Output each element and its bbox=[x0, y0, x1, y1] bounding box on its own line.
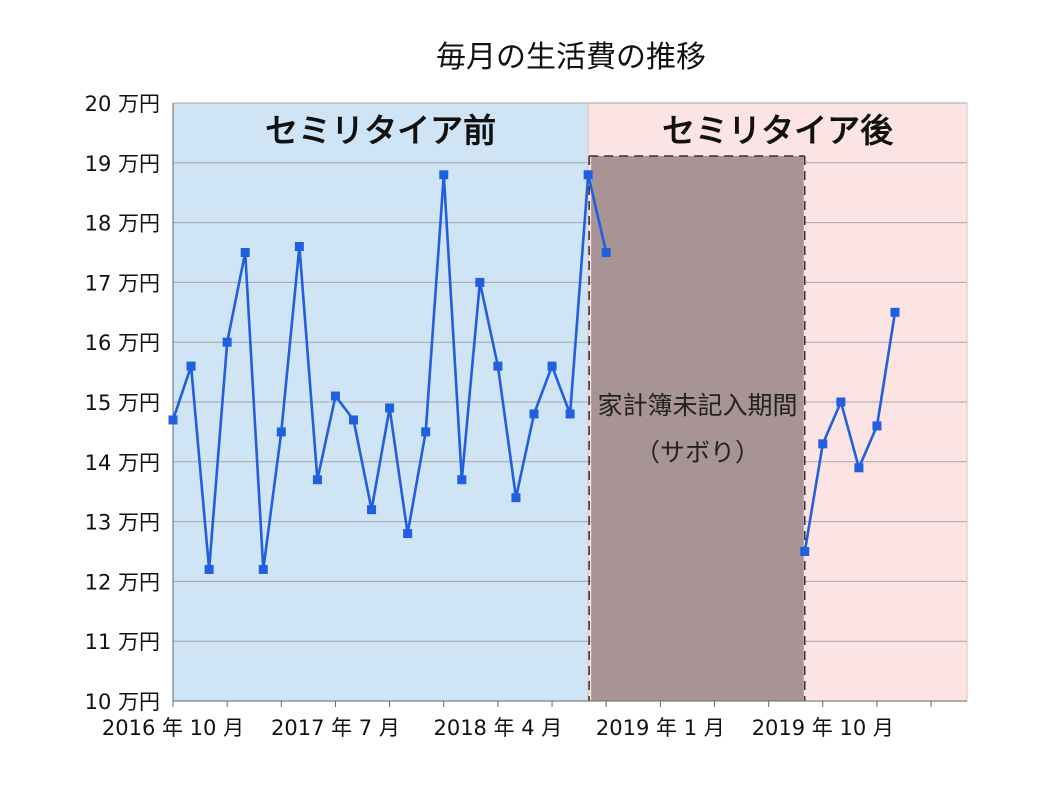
data-point bbox=[457, 475, 467, 485]
data-point bbox=[583, 170, 593, 180]
after-region-label: セミリタイア後 bbox=[662, 111, 894, 150]
data-point bbox=[349, 415, 358, 425]
data-point bbox=[204, 564, 214, 574]
data-point bbox=[493, 361, 503, 371]
gap-label-sub: （サボり） bbox=[635, 438, 760, 467]
y-tick-label: 16 万円 bbox=[85, 331, 160, 355]
data-point bbox=[872, 421, 882, 431]
tick-labels: 10 万円 11 万円 12 万円 13 万円 14 万円 15 万円 16 万円 17 万円… bbox=[85, 92, 894, 740]
data-series bbox=[168, 170, 900, 574]
x-tick-label: 2017 年 7 月 bbox=[271, 716, 400, 740]
data-point bbox=[475, 277, 485, 287]
series-line-segment-1 bbox=[803, 312, 897, 552]
y-tick-label: 19 万円 bbox=[85, 152, 160, 176]
y-tick-label: 20 万円 bbox=[85, 92, 160, 116]
y-tick-label: 12 万円 bbox=[85, 570, 160, 594]
x-tick-label: 2019 年 1 月 bbox=[596, 716, 725, 740]
data-point bbox=[294, 242, 304, 252]
data-point bbox=[222, 337, 232, 347]
y-tick-label: 17 万円 bbox=[85, 271, 160, 295]
data-point bbox=[276, 427, 286, 437]
y-tick-label: 18 万円 bbox=[85, 212, 160, 236]
data-point bbox=[186, 361, 196, 371]
data-point bbox=[385, 403, 395, 413]
data-point bbox=[240, 248, 250, 257]
y-tick-label: 11 万円 bbox=[85, 630, 160, 654]
before-region-label: セミリタイア前 bbox=[265, 111, 496, 150]
data-point bbox=[421, 427, 431, 437]
gap-label-main: 家計簿未記入期間 bbox=[597, 391, 797, 420]
data-point bbox=[403, 529, 413, 539]
data-point bbox=[529, 409, 539, 419]
data-point bbox=[330, 391, 340, 401]
x-tick-label: 2018 年 4 月 bbox=[433, 716, 562, 740]
y-tick-label: 14 万円 bbox=[85, 451, 160, 475]
y-tick-label: 15 万円 bbox=[85, 391, 160, 415]
data-point bbox=[439, 170, 449, 180]
data-point bbox=[367, 505, 377, 515]
x-tick-label: 2016 年 10 月 bbox=[102, 716, 244, 740]
data-point bbox=[258, 564, 268, 574]
y-tick-label: 10 万円 bbox=[85, 690, 160, 714]
y-tick-label: 13 万円 bbox=[85, 511, 160, 535]
data-point bbox=[511, 493, 521, 503]
data-point bbox=[312, 475, 322, 485]
x-tick-label: 2019 年 10 月 bbox=[752, 716, 894, 740]
chart-title: 毎月の生活費の推移 bbox=[436, 40, 706, 75]
data-point bbox=[601, 248, 611, 257]
axes bbox=[172, 103, 967, 707]
data-point bbox=[854, 463, 864, 473]
data-point bbox=[565, 409, 575, 419]
data-point bbox=[818, 439, 828, 449]
data-point bbox=[890, 307, 900, 317]
gap-region bbox=[588, 155, 806, 701]
data-point bbox=[168, 415, 178, 425]
gap-block bbox=[591, 156, 804, 701]
data-point bbox=[547, 361, 557, 371]
data-point bbox=[836, 397, 846, 407]
data-point bbox=[800, 547, 810, 556]
